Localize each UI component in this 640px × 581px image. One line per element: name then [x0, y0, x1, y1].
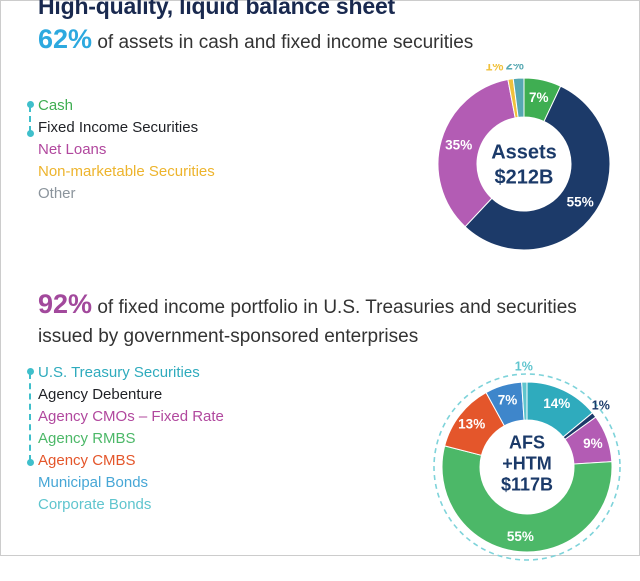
pct-label-municipal-bonds: 7%: [498, 392, 518, 407]
fixed-income-donut-chart: 14% 1% 9% 55% 13% 7% 1% AFS +HTM $117B: [418, 358, 636, 581]
legend-item-non-marketable-securities: Non-marketable Securities: [38, 163, 215, 180]
pct-label-agency-cmos-fixed-rate: 9%: [583, 436, 603, 451]
fixed-income-legend-bracket: [27, 368, 34, 466]
center-label: AFS: [509, 432, 545, 452]
fixed-income-subtitle: 92% of fixed income portfolio in U.S. Tr…: [38, 290, 583, 351]
legend-item-cash: Cash: [38, 97, 74, 114]
slice-fixed-income-securities: [464, 85, 611, 251]
legend-item-net-loans: Net Loans: [38, 141, 107, 158]
legend-item-fixed-income-securities: Fixed Income Securities: [38, 119, 199, 136]
assets-donut-chart: 7% 55% 35% 1% 2% Assets $212B: [424, 59, 624, 269]
page-title: High-quality, liquid balance sheet: [38, 0, 395, 19]
center-label: Assets: [491, 142, 557, 164]
legend-item-agency-rmbs: Agency RMBS: [38, 430, 136, 447]
bracket-dashed-line: [29, 373, 31, 461]
bracket-dot: [27, 459, 34, 466]
pct-label-net-loans: 35%: [445, 138, 472, 153]
legend-item-u-s-treasury-securities: U.S. Treasury Securities: [38, 364, 200, 381]
assets-stat: 62%: [38, 24, 93, 54]
assets-subtitle-text: of assets in cash and fixed income secur…: [97, 32, 474, 53]
legend-item-agency-cmbs: Agency CMBS: [38, 452, 136, 469]
bracket-dot: [27, 368, 34, 375]
fixed-income-stat: 92%: [38, 289, 93, 319]
center-label: $212B: [495, 167, 554, 189]
slice-agency-rmbs: [441, 445, 613, 553]
legend-item-municipal-bonds: Municipal Bonds: [38, 474, 149, 491]
pct-label-u-s-treasury-securities: 14%: [543, 396, 570, 411]
assets-legend: Cash Fixed Income Securities Net Loans Non-…: [38, 95, 215, 205]
bracket-dot: [27, 101, 34, 108]
legend-item-other: Other: [38, 185, 76, 202]
legend-item-agency-debenture: Agency Debenture: [38, 386, 163, 403]
center-label: $117B: [501, 474, 553, 494]
pct-label-other: 2%: [506, 64, 524, 73]
assets-legend-bracket: [27, 101, 34, 137]
fixed-income-legend: U.S. Treasury Securities Agency Debenture…: [38, 362, 224, 516]
fixed-income-subtitle-text: of fixed income portfolio in U.S. Treasu…: [38, 297, 577, 347]
pct-label-agency-debenture: 1%: [592, 399, 610, 413]
pct-label-corporate-bonds: 1%: [515, 360, 533, 374]
legend-item-agency-cmos-fixed-rate: Agency CMOs – Fixed Rate: [38, 408, 224, 425]
slice-net-loans: [437, 78, 516, 228]
legend-item-corporate-bonds: Corporate Bonds: [38, 496, 152, 513]
bracket-dashed-line: [29, 106, 31, 132]
assets-donut-svg: 7% 55% 35% 1% 2% Assets $212B: [437, 59, 611, 251]
slice-other: [512, 77, 525, 118]
pct-label-agency-rmbs: 55%: [507, 529, 534, 544]
pct-label-agency-cmbs: 13%: [458, 417, 485, 432]
pct-label-cash: 7%: [529, 90, 549, 105]
pct-label-non-marketable-securities: 1%: [485, 64, 503, 74]
bracket-dot: [27, 130, 34, 137]
afs-htm-donut-svg: 14% 1% 9% 55% 13% 7% 1% AFS+HTM$117B: [433, 360, 621, 561]
slice-corporate-bonds: [521, 381, 528, 421]
assets-subtitle: 62% of assets in cash and fixed income s…: [38, 24, 473, 55]
pct-label-fixed-income-securities: 55%: [567, 195, 594, 210]
center-label: +HTM: [502, 453, 552, 473]
